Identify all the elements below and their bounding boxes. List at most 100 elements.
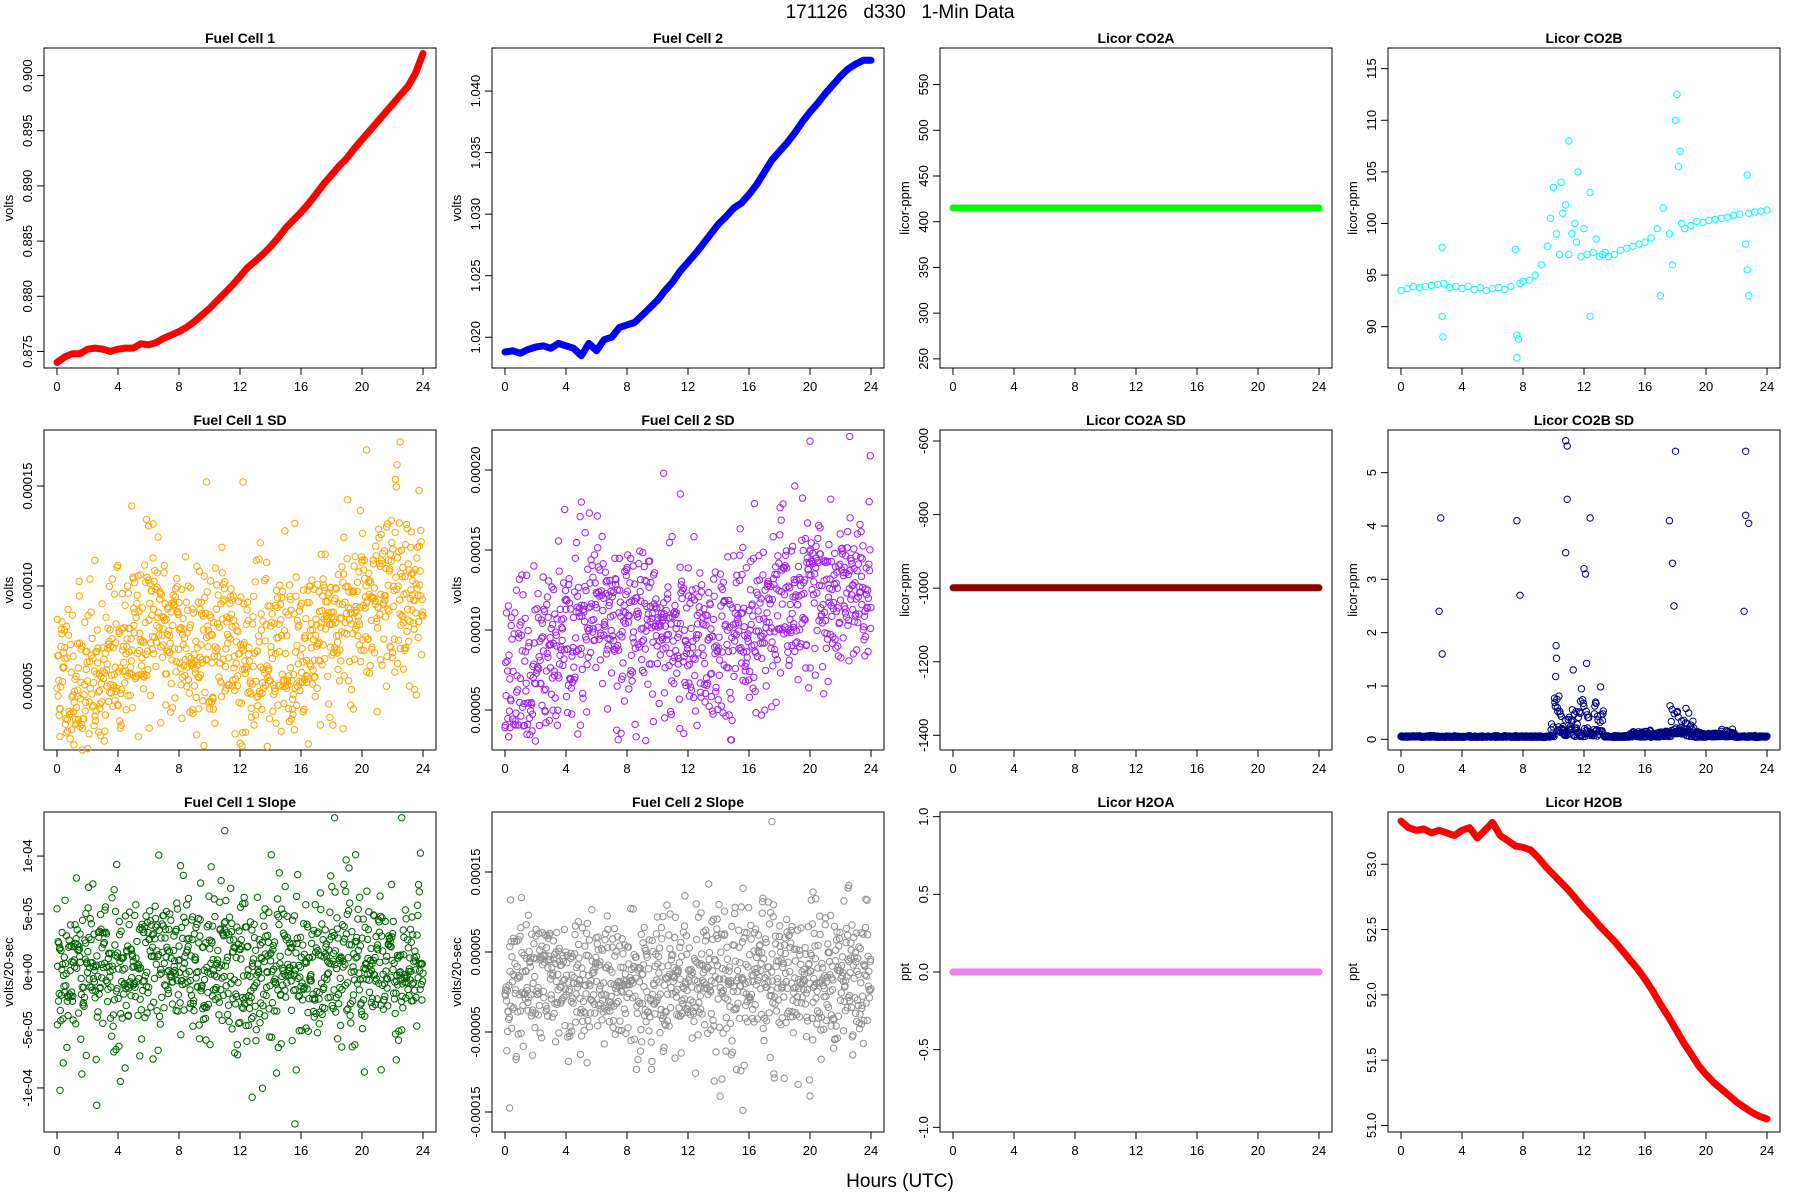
scatter-point	[612, 575, 620, 584]
scatter-point	[608, 581, 616, 589]
scatter-point	[585, 1023, 594, 1031]
scatter-point	[210, 895, 218, 903]
scatter-point	[188, 605, 196, 613]
scatter-point	[1581, 570, 1590, 578]
scatter-point	[1670, 602, 1678, 610]
scatter-point	[750, 947, 758, 955]
scatter-point	[668, 951, 676, 960]
scatter-point	[215, 623, 224, 631]
scatter-point	[232, 953, 240, 962]
scatter-point	[531, 606, 539, 614]
scatter-point	[82, 665, 91, 674]
scatter-point	[1757, 207, 1765, 215]
scatter-point	[357, 646, 365, 654]
scatter-point	[746, 995, 755, 1004]
scatter-point	[292, 949, 300, 957]
scatter-point	[410, 625, 418, 633]
scatter-point	[108, 575, 117, 583]
scatter-point	[728, 1037, 736, 1045]
scatter-point	[115, 931, 124, 939]
scatter-point	[54, 692, 62, 700]
scatter-point	[531, 737, 540, 745]
scatter-point	[222, 928, 231, 937]
scatter-point	[627, 554, 635, 563]
scatter-point	[786, 600, 795, 609]
scatter-point	[735, 627, 743, 635]
scatter-point	[664, 630, 673, 639]
scatter-point	[233, 682, 242, 690]
scatter-point	[84, 744, 92, 753]
scatter-point	[413, 901, 422, 909]
scatter-point	[638, 666, 647, 675]
scatter-point	[746, 667, 754, 676]
scatter-point	[280, 699, 288, 708]
scatter-point	[158, 948, 167, 956]
scatter-point	[403, 525, 411, 533]
scatter-point	[291, 985, 299, 994]
scatter-point	[150, 577, 158, 585]
scatter-point	[111, 941, 119, 949]
scatter-point	[305, 598, 313, 607]
scatter-point	[315, 588, 323, 596]
scatter-point	[307, 662, 315, 670]
scatter-point	[397, 621, 405, 629]
y-tick-label: 5	[1364, 469, 1379, 476]
scatter-point	[128, 646, 136, 654]
scatter-point	[127, 635, 135, 643]
scatter-point	[76, 695, 85, 703]
scatter-point	[753, 652, 762, 661]
y-tick-label: -1200	[916, 645, 931, 678]
scatter-point	[281, 993, 290, 1001]
scatter-point	[523, 983, 531, 992]
scatter-point	[91, 556, 99, 565]
scatter-point	[592, 953, 600, 962]
scatter-point	[801, 576, 809, 584]
scatter-point	[63, 1043, 71, 1052]
scatter-point	[722, 1013, 730, 1022]
y-tick-label: 0.00020	[468, 447, 483, 494]
scatter-point	[1501, 285, 1509, 294]
scatter-point	[98, 600, 106, 608]
scatter-point	[333, 646, 341, 654]
scatter-point	[91, 712, 99, 720]
scatter-point	[195, 567, 204, 575]
scatter-point	[579, 689, 587, 698]
scatter-point	[554, 970, 562, 979]
scatter-point	[695, 998, 703, 1007]
scatter-point	[81, 618, 89, 626]
scatter-point	[409, 979, 418, 987]
scatter-point	[858, 555, 866, 563]
scatter-point	[237, 955, 245, 963]
scatter-point	[747, 935, 755, 943]
scatter-point	[641, 645, 649, 653]
scatter-point	[851, 579, 859, 587]
scatter-point	[638, 655, 646, 664]
scatter-point	[749, 612, 757, 620]
scatter-point	[272, 649, 280, 658]
scatter-point	[319, 935, 327, 944]
scatter-point	[277, 727, 285, 736]
scatter-point	[666, 707, 675, 716]
scatter-point	[284, 681, 292, 689]
scatter-point	[192, 731, 201, 739]
scatter-point	[255, 967, 263, 976]
scatter-point	[631, 580, 639, 588]
scatter-point	[358, 1024, 367, 1033]
scatter-point	[185, 689, 194, 697]
scatter-point	[277, 616, 285, 624]
scatter-point	[236, 1018, 244, 1027]
x-tick-label: 8	[1071, 761, 1078, 776]
scatter-point	[846, 566, 854, 575]
scatter-point	[89, 962, 98, 971]
scatter-point	[195, 705, 203, 713]
scatter-point	[213, 973, 221, 981]
scatter-point	[570, 663, 578, 671]
scatter-point	[345, 615, 354, 624]
scatter-point	[596, 656, 604, 664]
scatter-point	[304, 586, 312, 594]
scatter-point	[756, 599, 764, 607]
scatter-point	[173, 899, 181, 907]
scatter-point	[251, 578, 259, 586]
scatter-point	[590, 551, 599, 559]
scatter-point	[649, 717, 658, 726]
